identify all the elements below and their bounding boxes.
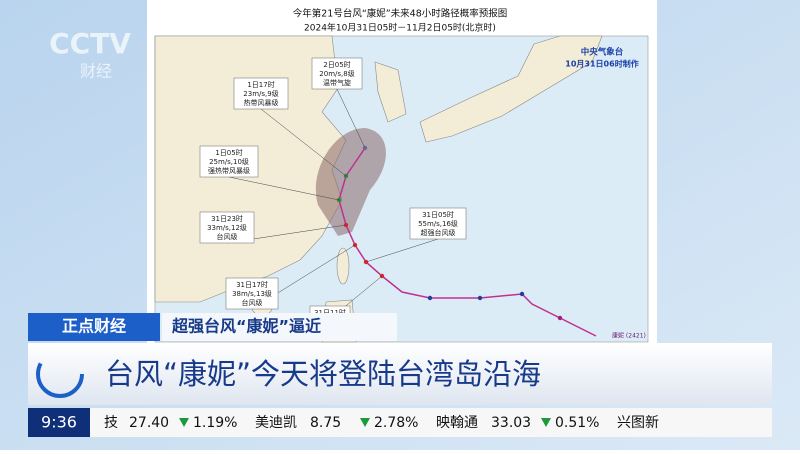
map: 今年第21号台风“康妮”未来48小时路径概率预报图 2024年10月31日05时… [147, 0, 657, 345]
label-text: 31日17时 [236, 280, 268, 289]
track-point [427, 295, 433, 301]
stock-change: 2.78% [374, 415, 418, 431]
down-arrow [179, 418, 189, 427]
track-point [557, 315, 563, 321]
land-taiwan [336, 247, 350, 285]
leader-line [336, 88, 366, 149]
stock-price: 27.40 [129, 415, 169, 431]
map-subtitle: 2024年10月31日05时－11月2日05时(北京时) [304, 22, 496, 34]
program-box [28, 313, 160, 341]
stock-name: 技 [104, 415, 118, 431]
down-arrow [360, 418, 370, 427]
stock-name: 美迪凯 [255, 415, 297, 431]
stock-price: 8.75 [310, 415, 341, 431]
headline: 台风“康妮”今天将登陆台湾岛沿海 [105, 357, 541, 391]
label-text: 38m/s,13级 [232, 289, 272, 298]
topic: 超强台风“康妮”逼近 [171, 317, 321, 336]
ticker-bar [28, 408, 772, 437]
track-point [477, 295, 483, 301]
track-point [519, 291, 525, 297]
stock-price: 33.03 [491, 415, 531, 431]
label-box [225, 277, 279, 310]
down-arrow [541, 418, 551, 427]
ticker: 技 27.40 1.19% 美迪凯 8.75 2.78% 映翰通 33.03 0.51% 兴图新 [104, 415, 659, 431]
label-text: 55m/s,16级 [418, 219, 458, 228]
agency: 中央气象台 [581, 47, 624, 58]
label-text: 1日17时 [247, 80, 274, 89]
topic-box [162, 313, 397, 341]
leader-line [228, 176, 340, 201]
map-title: 今年第21号台风“康妮”未来48小时路径概率预报图 [293, 8, 508, 20]
label-text: 台风级 [242, 298, 263, 307]
label-text: 31日05时 [422, 210, 454, 219]
headline-bar [28, 343, 772, 405]
probability-cone [315, 128, 386, 236]
label-text: 热带风暴级 [244, 98, 279, 107]
label-box [199, 211, 255, 244]
label-text: 台风级 [217, 232, 238, 241]
label-text: 23m/s,9级 [243, 89, 278, 98]
label-box [311, 57, 363, 90]
label-text: 31日23时 [211, 214, 243, 223]
label-text: 1日05时 [215, 148, 242, 157]
label-text: 31日11时 [314, 308, 346, 317]
time-box [28, 408, 90, 437]
logo-icon [36, 350, 84, 398]
stock-change: 0.51% [555, 415, 599, 431]
land-korea [374, 61, 407, 123]
time: 9:36 [41, 413, 77, 432]
label-box [199, 145, 259, 178]
label-text: 温带气旋 [323, 78, 351, 87]
issued: 10月31日06时制作 [565, 59, 638, 69]
label-text: 2日05时 [323, 60, 350, 69]
stock-name: 映翰通 [436, 415, 478, 431]
label-box [409, 207, 467, 240]
land-japan [419, 35, 603, 143]
stock-name: 兴图新 [617, 415, 659, 431]
label-box [233, 77, 289, 110]
logo-channel: 财经 [80, 62, 112, 81]
label-text: 20m/s,8级 [319, 69, 354, 78]
program: 正点财经 [62, 317, 126, 336]
stock-change: 1.19% [193, 415, 237, 431]
label-text: 25m/s,10级 [209, 157, 249, 166]
leader-line [365, 238, 439, 263]
storm-label: 康妮 (2421) [612, 332, 646, 340]
label-text: 强热带风暴级 [208, 166, 250, 175]
label-text: 33m/s,12级 [207, 223, 247, 232]
label-text: 超强台风级 [421, 228, 456, 237]
logo-brand: CCTV [49, 27, 131, 60]
leader-line [260, 108, 347, 177]
track [338, 147, 597, 337]
